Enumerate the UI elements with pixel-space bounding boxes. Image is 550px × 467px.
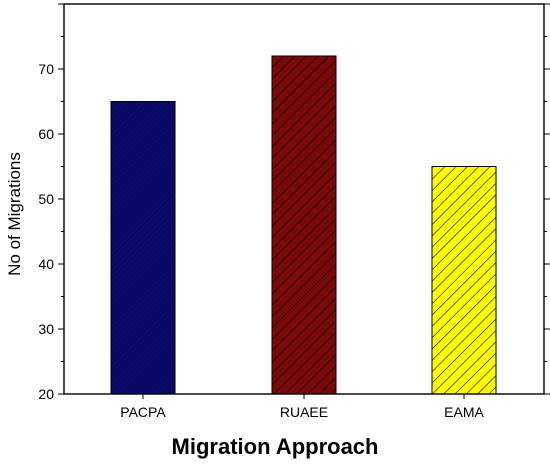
bar-pacpa-hatch bbox=[110, 101, 176, 395]
x-tick-label: PACPA bbox=[120, 404, 166, 420]
y-tick-label: 60 bbox=[38, 126, 54, 142]
y-tick-label: 70 bbox=[38, 61, 54, 77]
bar-ruaee-hatch bbox=[271, 55, 337, 395]
bar-eama-hatch bbox=[431, 166, 497, 395]
y-tick-label: 50 bbox=[38, 191, 54, 207]
y-tick-label: 20 bbox=[38, 386, 54, 402]
x-tick-label: EAMA bbox=[444, 404, 484, 420]
y-tick-label: 30 bbox=[38, 321, 54, 337]
x-tick-label: RUAEE bbox=[280, 404, 328, 420]
y-tick-label: 40 bbox=[38, 256, 54, 272]
x-axis-label: Migration Approach bbox=[172, 434, 379, 459]
y-axis-label: No of Migrations bbox=[5, 152, 24, 276]
